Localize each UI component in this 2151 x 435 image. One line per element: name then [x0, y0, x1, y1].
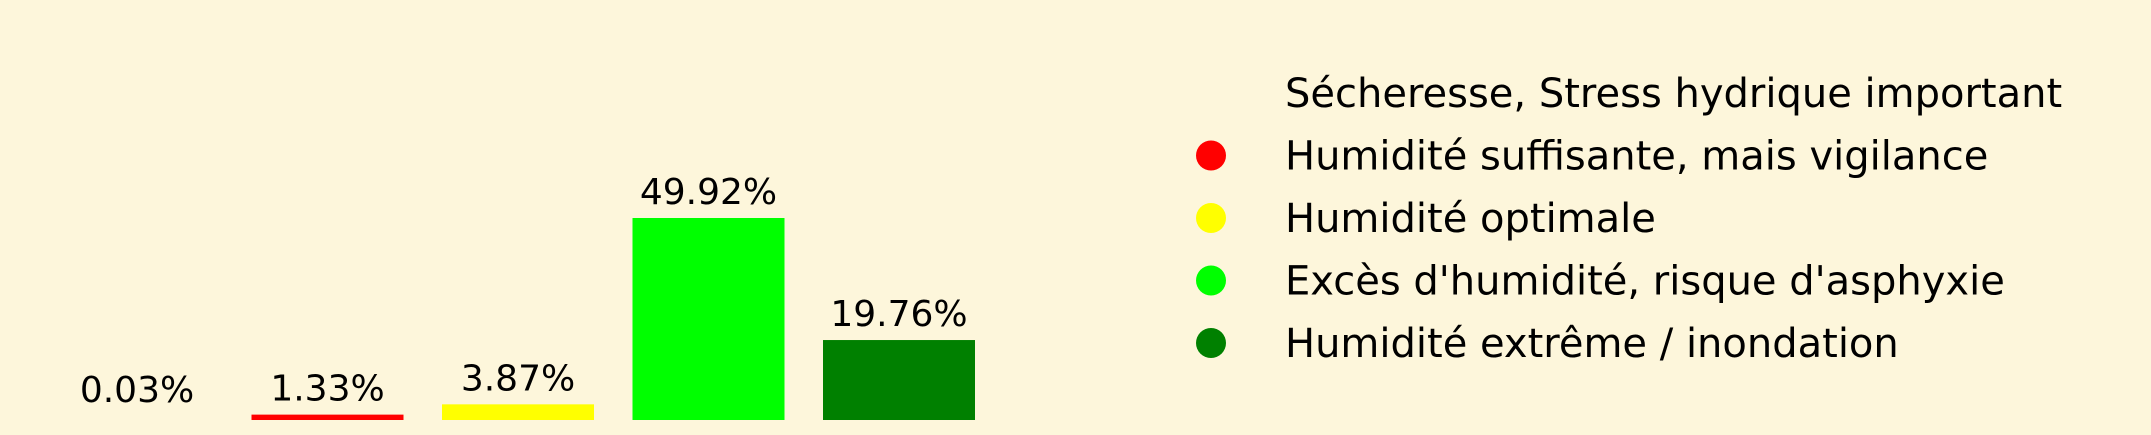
- bar-value-label-4: 49.92%: [640, 172, 777, 213]
- legend-marker-3: [1196, 203, 1226, 233]
- bar-3: [442, 404, 594, 420]
- bar-value-label-1: 0.03%: [80, 370, 194, 411]
- bar-labels-group: 0.03% 1.33% 3.87% 49.92% 19.76%: [80, 172, 968, 411]
- legend-marker-4: [1196, 265, 1226, 296]
- bar-value-label-3: 3.87%: [461, 358, 575, 399]
- legend: Sécheresse, Stress hydrique important Hum…: [1196, 71, 2062, 367]
- legend-entry-3: Humidité optimale: [1285, 196, 1656, 242]
- bar-1: [61, 416, 213, 420]
- legend-entry-4: Excès d'humidité, risque d'asphyxie: [1285, 259, 2005, 305]
- legend-entry-1: Sécheresse, Stress hydrique important: [1285, 71, 2062, 117]
- legend-entry-5: Humidité extrême / inondation: [1285, 321, 1899, 367]
- bar-value-label-2: 1.33%: [270, 369, 384, 410]
- legend-entry-2: Humidité suffisante, mais vigilance: [1285, 134, 1988, 180]
- legend-marker-1: [1196, 78, 1226, 108]
- legend-marker-2: [1196, 140, 1226, 171]
- bar-2: [251, 414, 404, 420]
- bar-5: [823, 340, 975, 420]
- bars-group: [61, 218, 975, 420]
- bar-value-label-5: 19.76%: [830, 294, 967, 335]
- legend-marker-5: [1196, 328, 1226, 358]
- bar-4: [632, 218, 785, 420]
